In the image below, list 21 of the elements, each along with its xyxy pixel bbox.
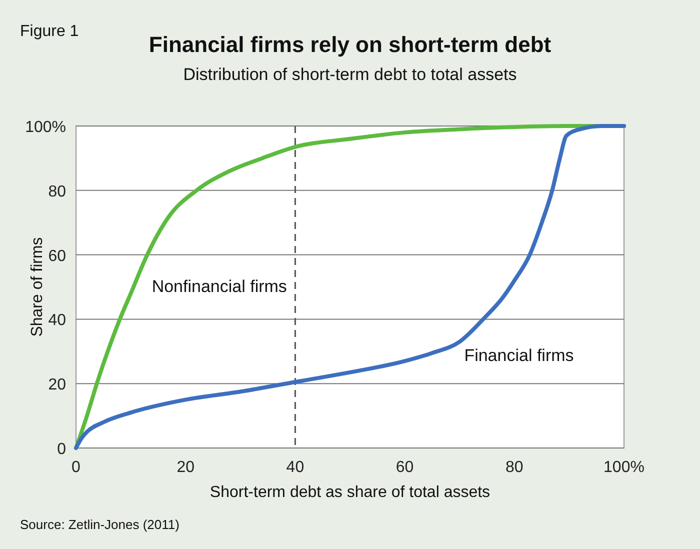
y-tick-label: 20 [48, 376, 66, 394]
chart-subtitle: Distribution of short-term debt to total assets [183, 65, 517, 84]
line-series [74, 124, 626, 450]
x-tick-label: 20 [176, 459, 195, 476]
y-tick-label: 60 [48, 248, 66, 265]
x-tick-label: 0 [72, 459, 81, 476]
series-label: Financial firms [464, 346, 574, 366]
y-axis-title: Share of firms [29, 237, 46, 337]
y-tick-label: 40 [48, 312, 66, 330]
x-tick-label: 40 [286, 459, 304, 476]
x-tick-label: 100% [604, 459, 644, 476]
x-tick-label: 60 [396, 459, 414, 476]
y-tick-label: 0 [57, 441, 66, 458]
chart-title: Financial firms rely on short-term debt [148, 32, 552, 57]
source-note: Source: Zetlin-Jones (2011) [20, 517, 180, 532]
caption: Figure 1 [20, 23, 79, 40]
x-axis-title: Short-term debt as share of total assets [210, 484, 490, 501]
y-tick-label: 80 [48, 183, 66, 200]
x-tick-label: 80 [506, 459, 524, 476]
series-label: Nonfinancial firms [152, 277, 287, 296]
y-tick-label: 100% [25, 119, 66, 136]
